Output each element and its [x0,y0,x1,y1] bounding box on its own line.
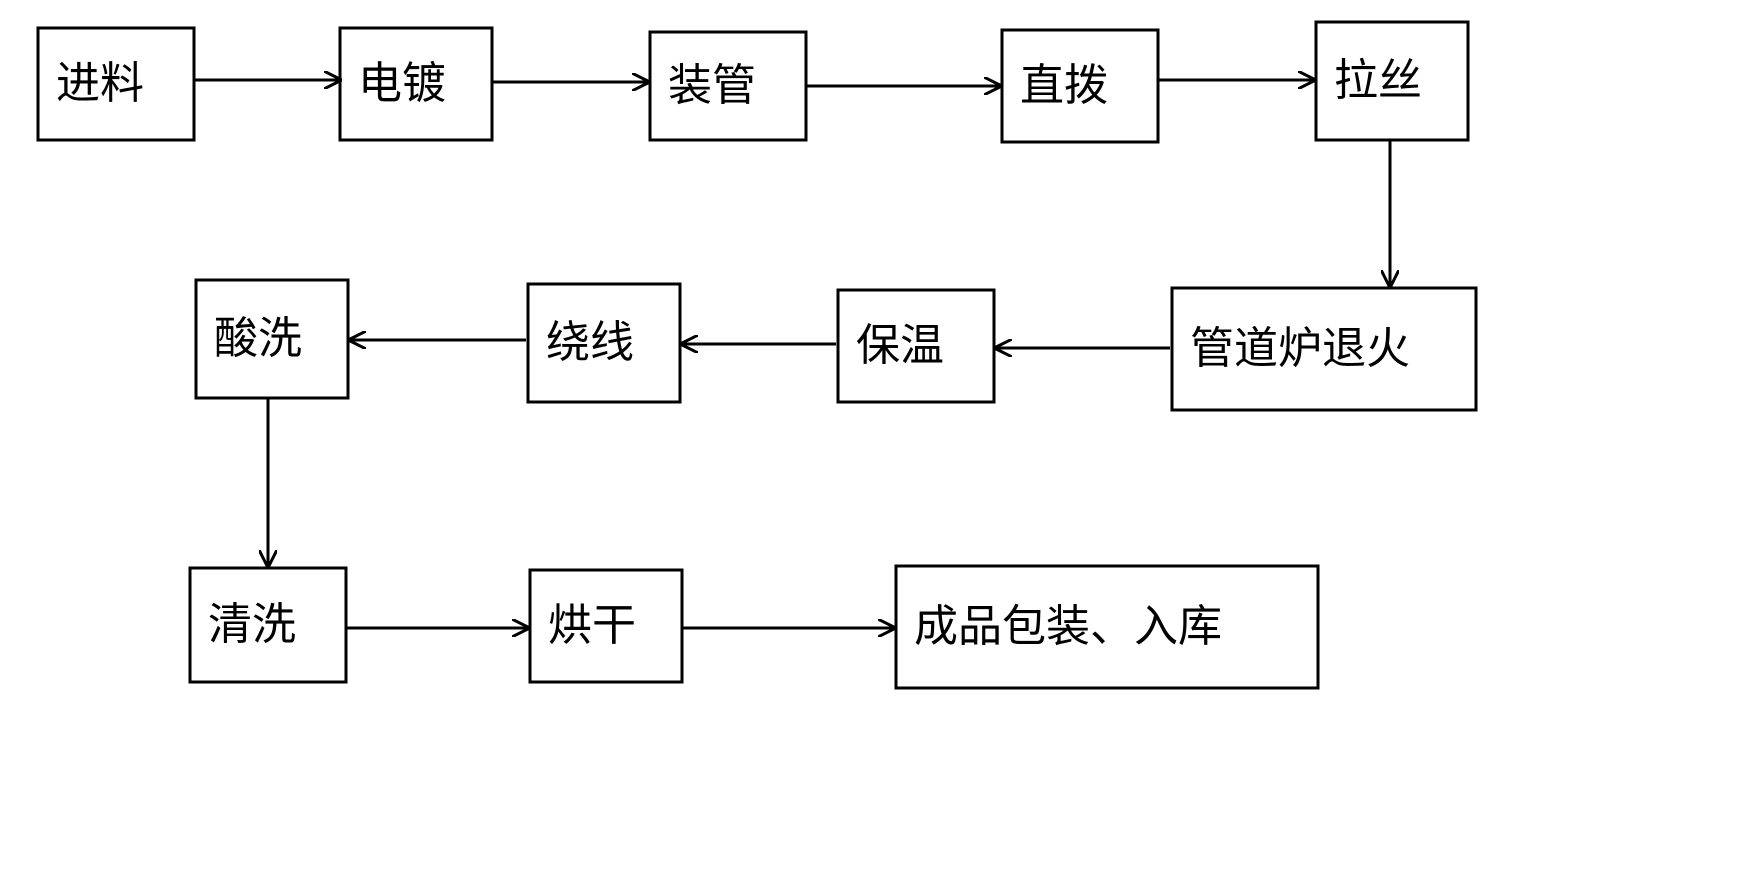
node-n1: 进料 [38,28,194,140]
node-n9: 酸洗 [196,280,348,398]
node-n2: 电镀 [340,28,492,140]
node-n8: 绕线 [528,284,680,402]
node-label-n5: 拉丝 [1334,56,1422,105]
node-label-n4: 直拨 [1020,61,1108,110]
node-label-n11: 烘干 [548,601,636,650]
node-label-n12: 成品包装、入库 [914,602,1222,651]
node-label-n8: 绕线 [546,318,634,367]
node-label-n1: 进料 [56,59,144,108]
node-label-n3: 装管 [668,61,756,110]
node-n11: 烘干 [530,570,682,682]
node-label-n2: 电镀 [358,59,446,108]
node-n10: 清洗 [190,568,346,682]
node-n7: 保温 [838,290,994,402]
node-label-n10: 清洗 [208,600,296,649]
node-label-n9: 酸洗 [214,314,302,363]
node-n3: 装管 [650,32,806,140]
node-n6: 管道炉退火 [1172,288,1476,410]
node-label-n7: 保温 [856,321,944,370]
node-n5: 拉丝 [1316,22,1468,140]
node-label-n6: 管道炉退火 [1190,324,1410,373]
node-n12: 成品包装、入库 [896,566,1318,688]
node-n4: 直拨 [1002,30,1158,142]
